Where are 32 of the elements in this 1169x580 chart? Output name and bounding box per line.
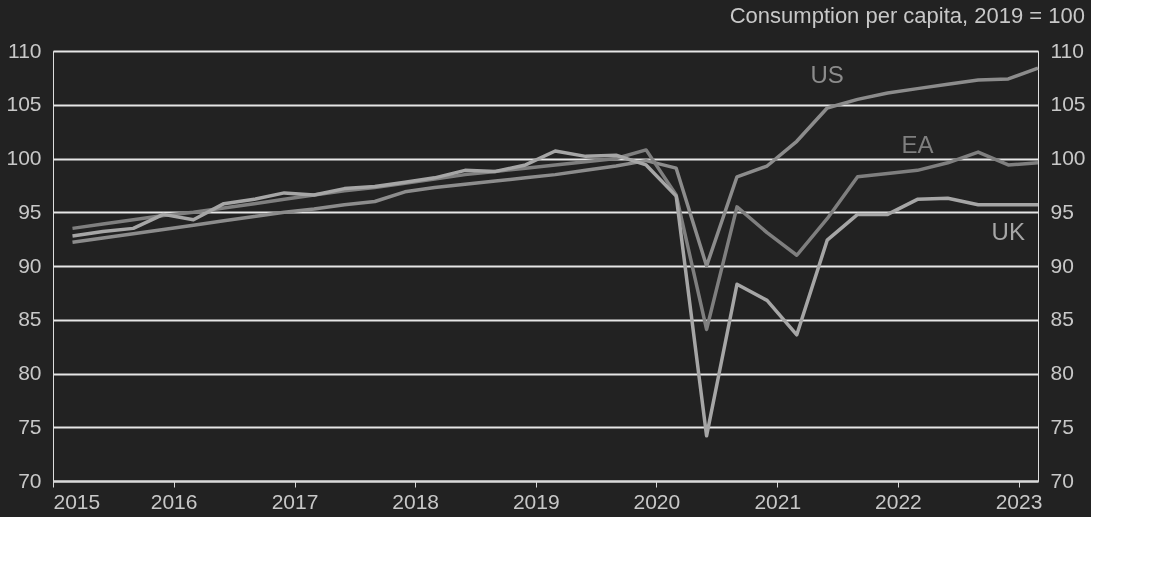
y2-tick-label: 95 — [1050, 199, 1074, 223]
x-tick-label: 2016 — [150, 489, 198, 513]
x-tick-label: 2022 — [875, 489, 922, 513]
series-label: UK — [991, 217, 1025, 245]
line-series — [70, 66, 1040, 268]
y-tick-label: 90 — [18, 253, 42, 277]
x-tick-label: 2015 — [53, 489, 101, 513]
x-tick-label: 2020 — [633, 489, 681, 513]
y-tick-label: 100 — [6, 146, 42, 169]
y2-tick-label: 75 — [1050, 414, 1074, 438]
y-tick-label: 105 — [6, 92, 42, 116]
x-tick-label: 2017 — [271, 489, 319, 513]
series-label: EA — [901, 131, 934, 159]
y-tick-label: 95 — [18, 199, 42, 223]
x-tick-label: 2019 — [512, 489, 560, 513]
x-tick-label: 2023 — [995, 489, 1043, 513]
y-tick-label: 70 — [18, 468, 42, 492]
y2-tick-label: 85 — [1050, 307, 1074, 331]
y2-tick-label: 90 — [1050, 253, 1074, 277]
y2-tick-label: 105 — [1050, 92, 1086, 116]
y-tick-label: 75 — [18, 414, 42, 438]
series-label: US — [810, 60, 844, 88]
y-tick-label: 80 — [18, 361, 42, 384]
y-tick-label: 110 — [8, 38, 42, 62]
y2-tick-label: 100 — [1050, 146, 1086, 169]
x-tick-label: 2021 — [754, 489, 802, 513]
chart-title: Consumption per capita, 2019 = 100 — [729, 3, 1086, 28]
y2-tick-label: 110 — [1050, 38, 1084, 62]
x-tick-label: 2018 — [392, 489, 440, 513]
y-tick-label: 85 — [18, 307, 42, 331]
y2-tick-label: 70 — [1050, 468, 1074, 492]
y2-tick-label: 80 — [1050, 361, 1074, 384]
